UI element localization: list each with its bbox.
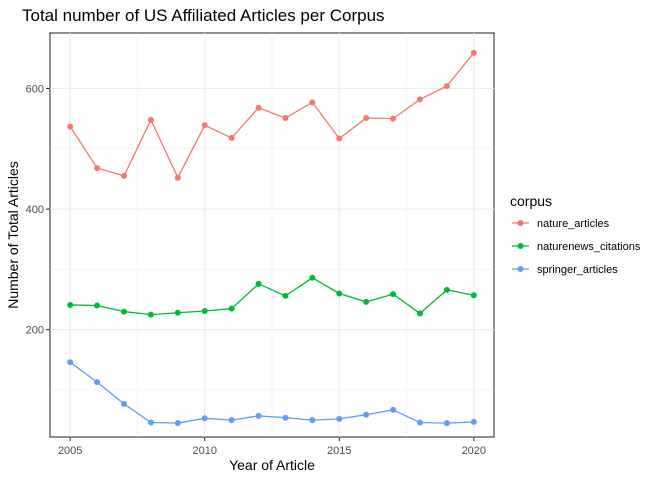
data-point-naturenews_citations xyxy=(255,280,262,287)
data-point-nature_articles xyxy=(282,115,289,122)
x-tick-label: 2015 xyxy=(327,445,351,457)
major-gridlines xyxy=(50,33,494,437)
data-point-naturenews_citations xyxy=(228,305,235,312)
data-point-nature_articles xyxy=(94,165,101,172)
y-tick-label: 600 xyxy=(26,83,44,95)
legend-key-point xyxy=(517,266,524,272)
y-tick-label: 200 xyxy=(26,325,44,337)
data-point-springer_articles xyxy=(67,359,74,366)
legend-key-point xyxy=(517,220,524,226)
data-point-nature_articles xyxy=(443,83,450,90)
data-point-naturenews_citations xyxy=(67,301,74,308)
legend-label-naturenews_citations: naturenews_citations xyxy=(537,241,641,253)
y-axis-ticks: 200 400 600 xyxy=(26,83,50,337)
data-point-springer_articles xyxy=(228,417,235,424)
x-tick-label: 2010 xyxy=(192,445,216,457)
series-points xyxy=(67,49,477,427)
data-point-naturenews_citations xyxy=(363,298,370,305)
data-point-nature_articles xyxy=(417,96,423,103)
data-point-naturenews_citations xyxy=(443,286,450,293)
series-lines xyxy=(69,52,475,424)
minor-gridlines xyxy=(50,33,494,437)
data-point-naturenews_citations xyxy=(201,307,208,314)
data-point-naturenews_citations xyxy=(94,302,101,309)
x-axis-ticks: 2005 2010 2015 2020 xyxy=(58,437,486,457)
data-point-springer_articles xyxy=(336,415,343,422)
data-point-springer_articles xyxy=(363,411,370,418)
data-point-springer_articles xyxy=(255,412,262,419)
data-point-nature_articles xyxy=(228,134,235,141)
series-line-naturenews_citations xyxy=(70,277,474,316)
data-point-springer_articles xyxy=(147,419,154,426)
legend-title: corpus xyxy=(510,193,552,209)
data-point-nature_articles xyxy=(201,122,208,129)
data-point-naturenews_citations xyxy=(417,310,423,317)
y-axis-title: Number of Total Articles xyxy=(5,161,21,309)
series-line-springer_articles xyxy=(69,361,474,424)
data-point-springer_articles xyxy=(121,400,127,407)
data-point-nature_articles xyxy=(121,172,127,179)
data-point-nature_articles xyxy=(363,115,370,122)
data-point-springer_articles xyxy=(282,414,289,421)
data-point-naturenews_citations xyxy=(121,308,127,315)
data-point-nature_articles xyxy=(174,174,181,181)
x-tick-label: 2020 xyxy=(462,445,486,457)
data-point-springer_articles xyxy=(174,420,181,427)
x-axis-title: Year of Article xyxy=(229,457,315,473)
legend-items: nature_articles naturenews_citationssprin… xyxy=(512,218,641,276)
data-point-springer_articles xyxy=(470,418,477,425)
data-point-nature_articles xyxy=(67,123,74,130)
data-point-springer_articles xyxy=(201,415,208,422)
series-line-nature_articles xyxy=(69,52,475,180)
data-point-naturenews_citations xyxy=(470,292,477,299)
legend-key-point xyxy=(517,243,524,249)
data-point-nature_articles xyxy=(336,135,343,142)
data-point-nature_articles xyxy=(309,99,316,106)
chart-title: Total number of US Affiliated Articles p… xyxy=(22,6,385,25)
data-point-nature_articles xyxy=(470,49,477,56)
legend: corpus nature_articles naturenews_citatio… xyxy=(510,193,641,276)
data-point-naturenews_citations xyxy=(282,292,289,299)
data-point-nature_articles xyxy=(390,115,397,122)
legend-label-nature_articles: nature_articles xyxy=(537,218,610,230)
data-point-springer_articles xyxy=(417,419,423,426)
y-tick-label: 400 xyxy=(26,204,44,216)
data-point-springer_articles xyxy=(443,420,450,427)
x-tick-label: 2005 xyxy=(58,445,82,457)
data-point-springer_articles xyxy=(309,417,316,424)
data-point-naturenews_citations xyxy=(147,311,154,318)
data-point-springer_articles xyxy=(94,379,101,386)
data-point-naturenews_citations xyxy=(336,290,343,297)
legend-label-springer_articles: springer_articles xyxy=(537,264,618,276)
data-point-naturenews_citations xyxy=(390,291,397,298)
data-point-nature_articles xyxy=(147,116,154,123)
data-point-naturenews_citations xyxy=(174,309,181,316)
data-point-nature_articles xyxy=(255,104,262,111)
data-point-springer_articles xyxy=(390,406,397,413)
data-point-naturenews_citations xyxy=(309,274,316,281)
